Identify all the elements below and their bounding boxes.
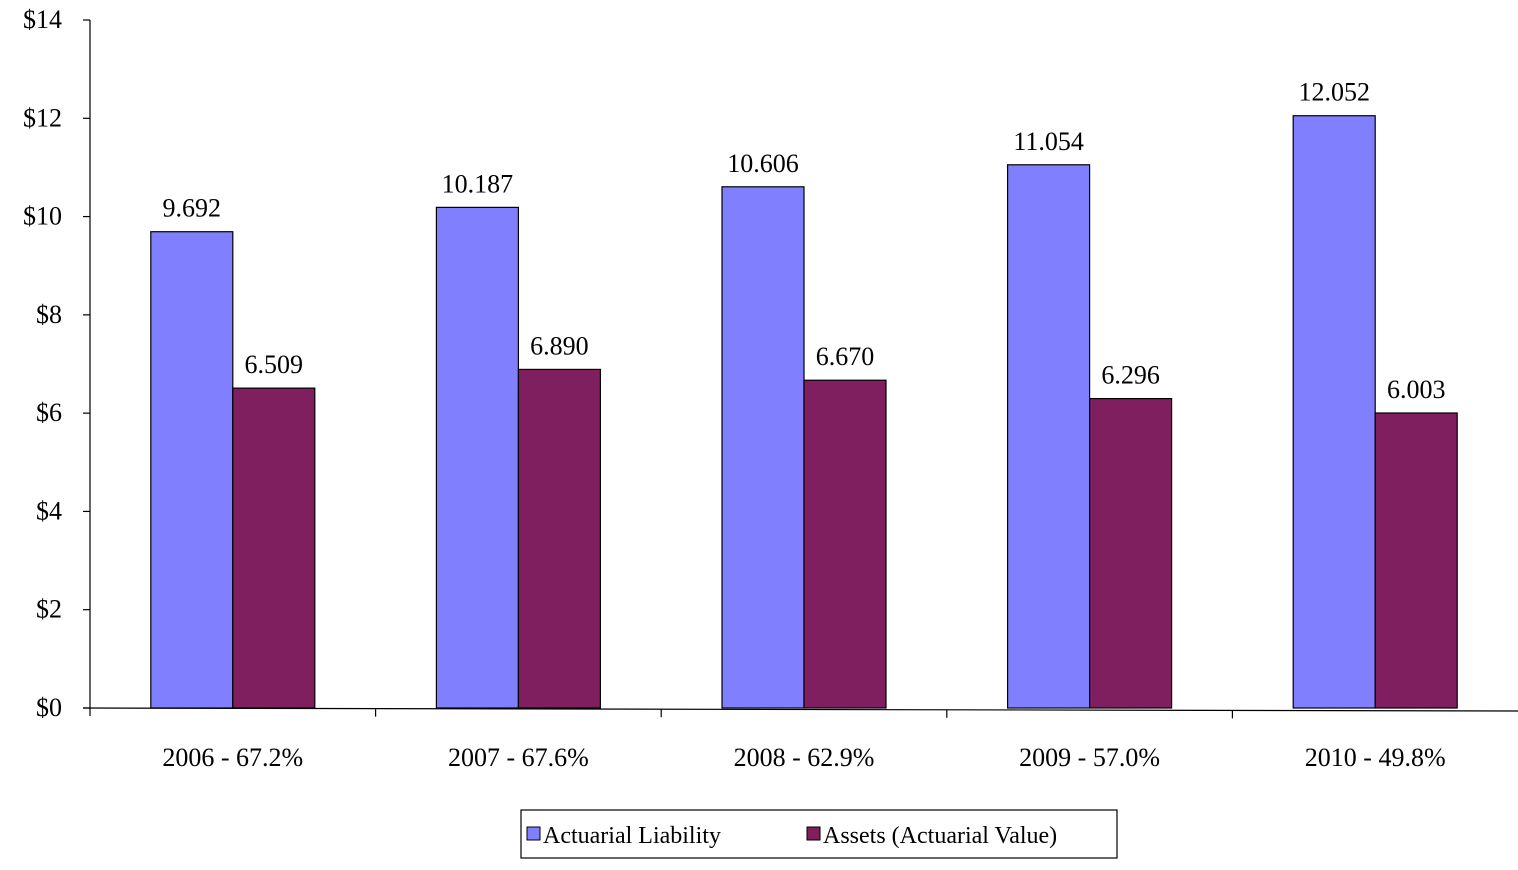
- x-tick-label: 2007 - 67.6%: [448, 743, 589, 772]
- x-tick-label: 2009 - 57.0%: [1019, 743, 1160, 772]
- y-tick-label: $8: [36, 300, 62, 329]
- data-label: 12.052: [1298, 78, 1370, 107]
- data-label: 9.692: [163, 194, 222, 223]
- y-tick-label: $10: [23, 202, 62, 231]
- data-label: 10.187: [442, 169, 514, 198]
- y-axis: $0 $2 $4 $6 $8 $10 $12 $14: [23, 5, 91, 722]
- data-label: 6.003: [1387, 375, 1446, 404]
- bar-actuarial-liability: [1006, 164, 1091, 709]
- y-tick-label: $12: [23, 103, 62, 132]
- data-label: 11.054: [1013, 127, 1084, 156]
- x-axis: 2006 - 67.2% 2007 - 67.6% 2008 - 62.9% 2009…: [82, 707, 1518, 772]
- legend-swatch: [526, 826, 541, 841]
- data-labels: 9.692 6.509 10.187 6.890 10.606 6.670 11.054 6.…: [163, 78, 1446, 404]
- data-label: 6.296: [1101, 361, 1160, 390]
- bars: [150, 115, 1458, 709]
- bar-assets: [232, 387, 316, 709]
- data-label: 6.670: [816, 342, 875, 371]
- y-tick-label: $0: [36, 693, 62, 722]
- bar-assets: [1088, 397, 1173, 709]
- y-tick-label: $6: [36, 398, 62, 427]
- y-tick-label: $2: [36, 595, 62, 624]
- y-tick-label: $4: [36, 496, 62, 525]
- bar-assets: [517, 368, 602, 709]
- bar-actuarial-liability: [435, 206, 519, 709]
- legend: Actuarial Liability Assets (Actuarial Val…: [520, 809, 1118, 859]
- bar-actuarial-liability: [1292, 115, 1376, 709]
- bar-assets: [803, 379, 887, 709]
- legend-label: Actuarial Liability: [543, 823, 721, 849]
- bar-actuarial-liability: [721, 186, 805, 709]
- x-tick-label: 2006 - 67.2%: [162, 743, 303, 772]
- data-label: 6.509: [245, 350, 304, 379]
- x-axis-line: [82, 707, 1518, 712]
- x-tick-label: 2008 - 62.9%: [734, 743, 875, 772]
- y-tick-label: $14: [23, 5, 62, 34]
- legend-label: Assets (Actuarial Value): [823, 823, 1057, 849]
- legend-swatch: [806, 826, 821, 841]
- x-tick-label: 2010 - 49.8%: [1305, 743, 1446, 772]
- data-label: 10.606: [727, 149, 799, 178]
- bar-assets: [1374, 412, 1458, 709]
- bar-actuarial-liability: [150, 231, 234, 709]
- data-label: 6.890: [530, 331, 589, 360]
